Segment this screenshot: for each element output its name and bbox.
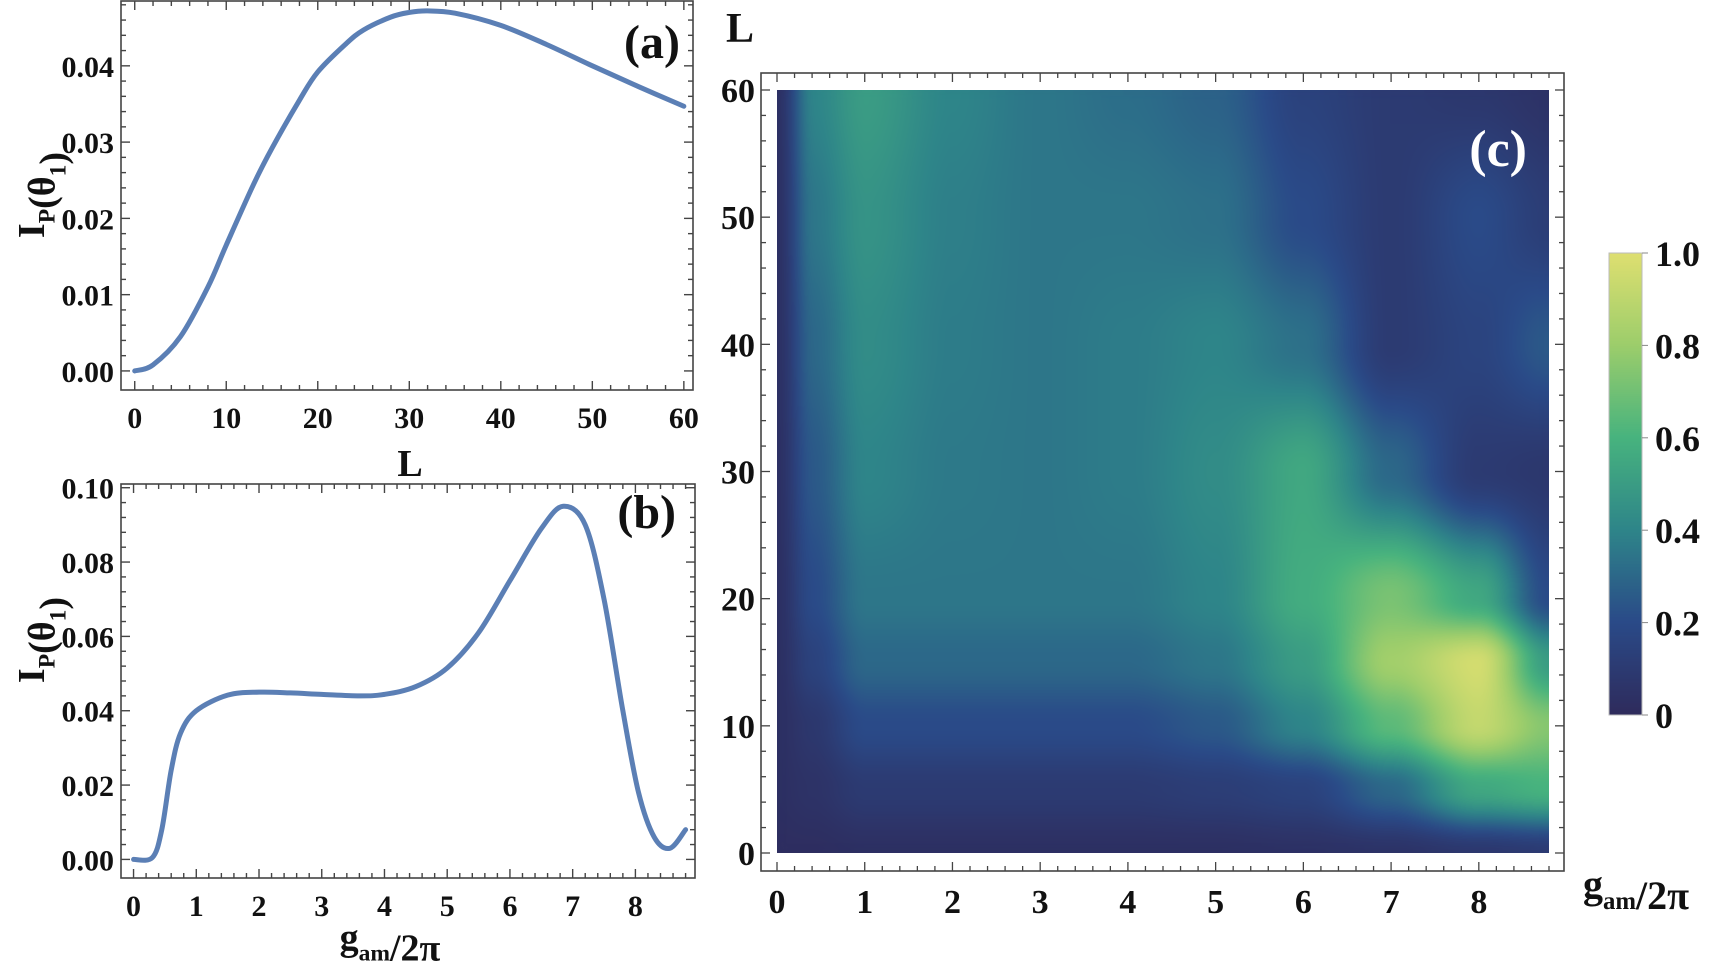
y-tick-label: 0.00 bbox=[62, 356, 115, 389]
data-line bbox=[131, 503, 689, 863]
colorbar-tick-label: 0 bbox=[1655, 696, 1673, 736]
panel-b: 0 1 2 3 4 5 6 7 8 0.00 0.02 0.04 0.06 0.08 0.10 (b) bbox=[62, 473, 696, 923]
x-axis-label: gam/2π bbox=[1583, 862, 1689, 918]
x-tick-label: 3 bbox=[1032, 884, 1049, 921]
y-tick-label: 0.04 bbox=[62, 51, 115, 84]
x-tick-label: 1 bbox=[189, 890, 204, 923]
x-tick-label: 7 bbox=[565, 890, 580, 923]
x-tick-label: 5 bbox=[1207, 884, 1224, 921]
colorbar bbox=[1609, 253, 1642, 715]
x-tick-label: 0 bbox=[127, 402, 142, 435]
y-tick-label: 0.08 bbox=[62, 547, 115, 580]
panel-label: (a) bbox=[624, 16, 680, 69]
panel-label: (b) bbox=[617, 486, 676, 539]
x-tick-label: 0 bbox=[769, 884, 786, 921]
y-axis-label: L bbox=[726, 6, 754, 52]
x-tick-label: 8 bbox=[628, 890, 643, 923]
colorbar-tick-label: 0.2 bbox=[1655, 604, 1700, 644]
colorbar-tick-label: 0.8 bbox=[1655, 326, 1700, 366]
x-tick-label: 6 bbox=[1295, 884, 1312, 921]
plot-frame bbox=[120, 483, 696, 879]
x-tick-label: 8 bbox=[1470, 884, 1487, 921]
y-tick-label: 0 bbox=[738, 836, 755, 873]
y-tick-label: 0.10 bbox=[62, 473, 115, 506]
x-tick-label: 3 bbox=[314, 890, 329, 923]
x-tick-label: 20 bbox=[303, 402, 333, 435]
x-tick-label: 2 bbox=[944, 884, 961, 921]
x-tick-label: 50 bbox=[577, 402, 607, 435]
x-tick-label: 1 bbox=[856, 884, 873, 921]
x-tick-label: 7 bbox=[1383, 884, 1400, 921]
y-tick-label: 0.06 bbox=[62, 621, 115, 654]
data-line bbox=[132, 8, 687, 374]
x-tick-label: 6 bbox=[502, 890, 517, 923]
colorbar-tick-label: 0.6 bbox=[1655, 419, 1700, 459]
x-tick-label: 0 bbox=[126, 890, 141, 923]
colorbar-frame bbox=[1608, 252, 1643, 716]
y-tick-label: 0.01 bbox=[62, 280, 115, 313]
y-tick-label: 0.04 bbox=[62, 696, 115, 729]
plot-frame bbox=[760, 72, 1565, 872]
plot-frame bbox=[120, 0, 694, 391]
heatmap-c bbox=[777, 90, 1549, 853]
x-tick-label: 4 bbox=[377, 890, 392, 923]
panel-label: (c) bbox=[1469, 121, 1527, 178]
y-tick-label: 10 bbox=[721, 709, 755, 746]
x-tick-label: 40 bbox=[486, 402, 516, 435]
x-tick-label: 10 bbox=[211, 402, 241, 435]
y-tick-label: 30 bbox=[721, 455, 755, 492]
x-tick-label: 4 bbox=[1119, 884, 1136, 921]
y-tick-label: 0.02 bbox=[62, 203, 115, 236]
x-axis-label: L bbox=[397, 443, 422, 485]
colorbar-tick-label: 1.0 bbox=[1655, 234, 1700, 274]
y-tick-label: 40 bbox=[721, 327, 755, 364]
y-tick-label: 20 bbox=[721, 582, 755, 619]
colorbar-tick-label: 0.4 bbox=[1655, 511, 1700, 551]
y-axis-label: IP(θ1) bbox=[11, 152, 74, 238]
y-tick-label: 60 bbox=[721, 73, 755, 110]
x-tick-label: 60 bbox=[669, 402, 699, 435]
x-tick-label: 5 bbox=[440, 890, 455, 923]
panel-c: 0 1 2 3 4 5 6 7 8 0 10 20 30 40 50 60 (c) 0 0.2 0.4 0.6 0.8 1.… bbox=[721, 72, 1700, 921]
x-tick-label: 2 bbox=[252, 890, 267, 923]
x-axis-label: gam/2π bbox=[340, 917, 441, 967]
x-tick-label: 30 bbox=[394, 402, 424, 435]
y-tick-label: 0.03 bbox=[62, 127, 115, 160]
y-tick-label: 0.02 bbox=[62, 770, 115, 803]
y-tick-label: 0.00 bbox=[62, 844, 115, 877]
panel-a: 0 10 20 30 40 50 60 0.00 0.01 0.02 0.03 0.04 (a) bbox=[62, 0, 699, 435]
y-tick-label: 50 bbox=[721, 200, 755, 237]
y-axis-label: IP(θ1) bbox=[11, 597, 74, 683]
